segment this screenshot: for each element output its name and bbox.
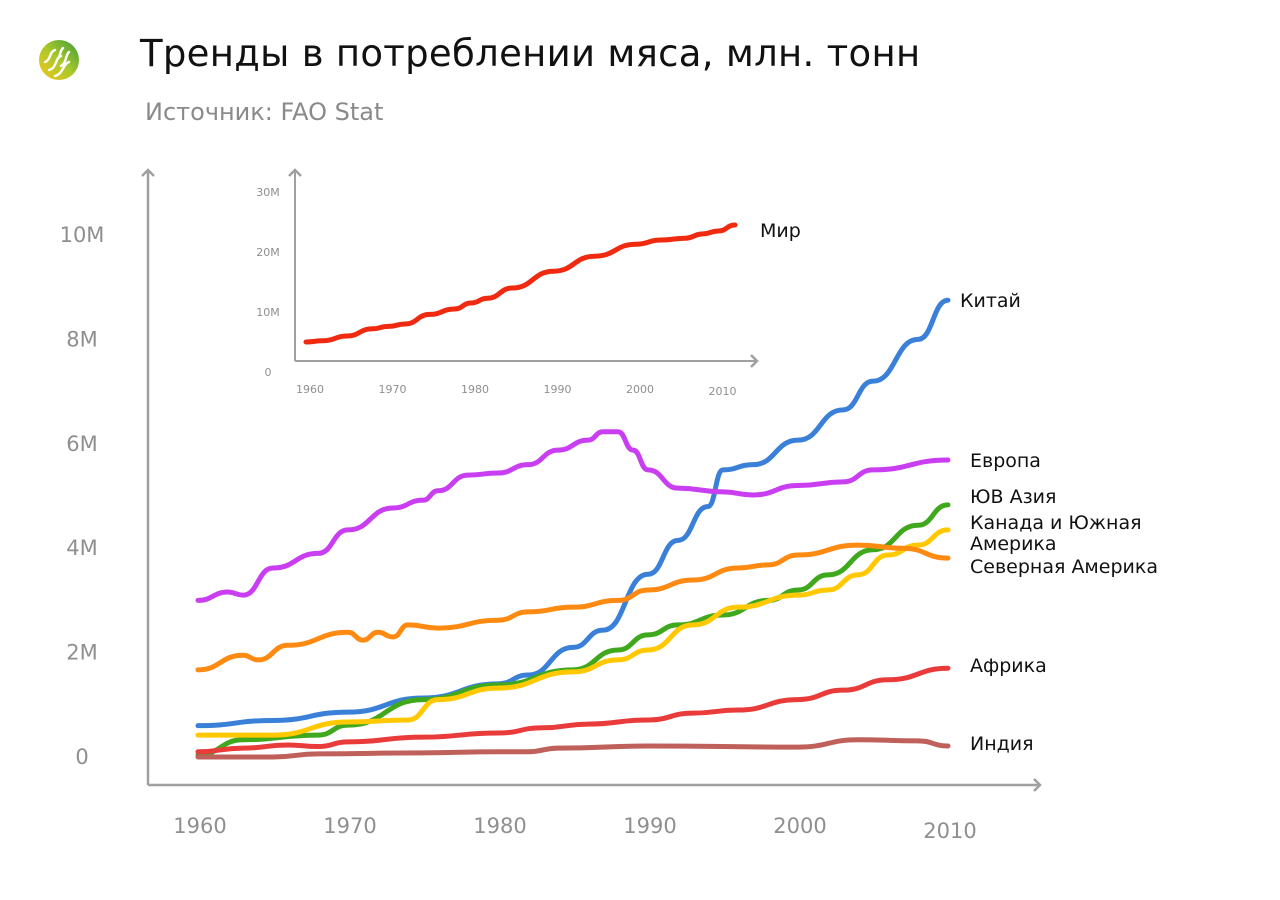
main-y-tick-label: 2M bbox=[66, 641, 97, 665]
series-line-европа bbox=[195, 429, 951, 603]
series-label-канада-и-южная-америка: Канада и Южная bbox=[970, 512, 1142, 534]
source-subtitle: Источник: FAO Stat bbox=[145, 98, 384, 126]
series-label-мир: Мир bbox=[760, 220, 801, 242]
main-x-tick-label: 1990 bbox=[623, 814, 676, 838]
main-x-tick-label: 1960 bbox=[173, 814, 226, 838]
series-line-юв-азия bbox=[195, 502, 951, 758]
series-line-китай bbox=[195, 297, 951, 729]
series-label-индия: Индия bbox=[970, 733, 1034, 755]
logo bbox=[37, 38, 81, 86]
inset-y-tick-label: 20M bbox=[256, 246, 280, 259]
inset-x-tick-label: 1970 bbox=[379, 383, 407, 396]
inset-y-tick-label: 0 bbox=[265, 366, 272, 379]
main-y-tick-label: 6M bbox=[66, 432, 97, 456]
main-x-tick-label: 2000 bbox=[773, 814, 826, 838]
inset-x-tick-label: 1990 bbox=[544, 383, 572, 396]
inset-y-tick-label: 30M bbox=[256, 186, 280, 199]
series-line-канада-и-южная-америка bbox=[195, 527, 951, 738]
inset-x-tick-label: 2000 bbox=[626, 383, 654, 396]
inset-x-tick-label: 1960 bbox=[296, 383, 324, 396]
series-label-канада-и-южная-америка: Америка bbox=[970, 533, 1057, 555]
main-x-tick-label: 1980 bbox=[473, 814, 526, 838]
main-x-tick-label: 2010 bbox=[923, 819, 976, 843]
series-line-африка bbox=[195, 665, 951, 755]
main-y-tick-label: 8M bbox=[66, 327, 97, 351]
series-label-китай: Китай bbox=[960, 290, 1021, 312]
series-label-европа: Европа bbox=[970, 450, 1041, 472]
series-label-северная-америка: Северная Америка bbox=[970, 556, 1158, 578]
series-line-северная-америка bbox=[195, 542, 951, 673]
inset-x-tick-label: 2010 bbox=[709, 385, 737, 398]
inset-x-tick-label: 1980 bbox=[461, 383, 489, 396]
series-label-юв-азия: ЮВ Азия bbox=[970, 486, 1056, 508]
inset-y-tick-label: 10M bbox=[256, 306, 280, 319]
main-y-tick-label: 0 bbox=[75, 745, 88, 769]
series-line-индия bbox=[195, 737, 951, 760]
main-y-tick-label: 4M bbox=[66, 536, 97, 560]
inset-axes bbox=[288, 168, 759, 368]
page-title: Тренды в потреблении мяса, млн. тонн bbox=[140, 32, 921, 75]
main-x-tick-label: 1970 bbox=[323, 814, 376, 838]
main-axes bbox=[141, 168, 1042, 792]
series-line-мир bbox=[303, 222, 738, 345]
series-label-африка: Африка bbox=[970, 655, 1047, 677]
main-y-tick-label: 10M bbox=[60, 223, 105, 247]
